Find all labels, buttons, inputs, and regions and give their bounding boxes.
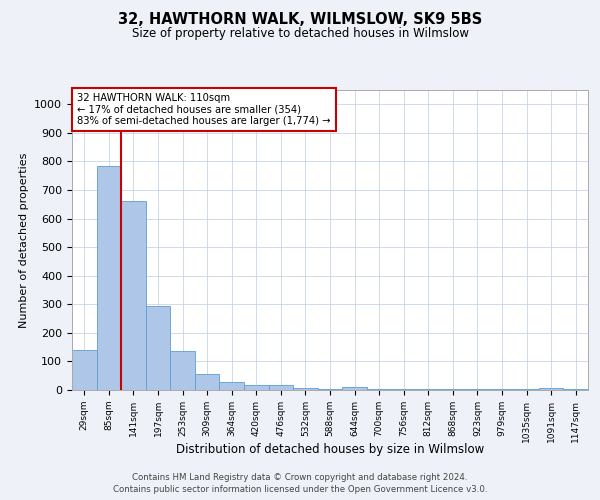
- Bar: [342, 387, 367, 390]
- Text: 32 HAWTHORN WALK: 110sqm
← 17% of detached houses are smaller (354)
83% of semi-: 32 HAWTHORN WALK: 110sqm ← 17% of detach…: [77, 93, 331, 126]
- Bar: [72, 350, 97, 390]
- Bar: [293, 388, 318, 390]
- Bar: [490, 389, 514, 390]
- Bar: [146, 306, 170, 390]
- Bar: [440, 389, 465, 390]
- Y-axis label: Number of detached properties: Number of detached properties: [19, 152, 29, 328]
- Bar: [416, 389, 440, 390]
- Bar: [269, 386, 293, 390]
- Text: Contains public sector information licensed under the Open Government Licence v3: Contains public sector information licen…: [113, 485, 487, 494]
- Bar: [367, 388, 391, 390]
- Bar: [318, 388, 342, 390]
- Text: Contains HM Land Registry data © Crown copyright and database right 2024.: Contains HM Land Registry data © Crown c…: [132, 472, 468, 482]
- Text: Size of property relative to detached houses in Wilmslow: Size of property relative to detached ho…: [131, 28, 469, 40]
- Bar: [539, 388, 563, 390]
- Bar: [121, 202, 146, 390]
- Bar: [563, 389, 588, 390]
- Bar: [220, 382, 244, 390]
- Bar: [391, 388, 416, 390]
- Bar: [97, 166, 121, 390]
- Bar: [465, 388, 490, 390]
- Text: Distribution of detached houses by size in Wilmslow: Distribution of detached houses by size …: [176, 442, 484, 456]
- Text: 32, HAWTHORN WALK, WILMSLOW, SK9 5BS: 32, HAWTHORN WALK, WILMSLOW, SK9 5BS: [118, 12, 482, 28]
- Bar: [170, 352, 195, 390]
- Bar: [195, 374, 220, 390]
- Bar: [244, 386, 269, 390]
